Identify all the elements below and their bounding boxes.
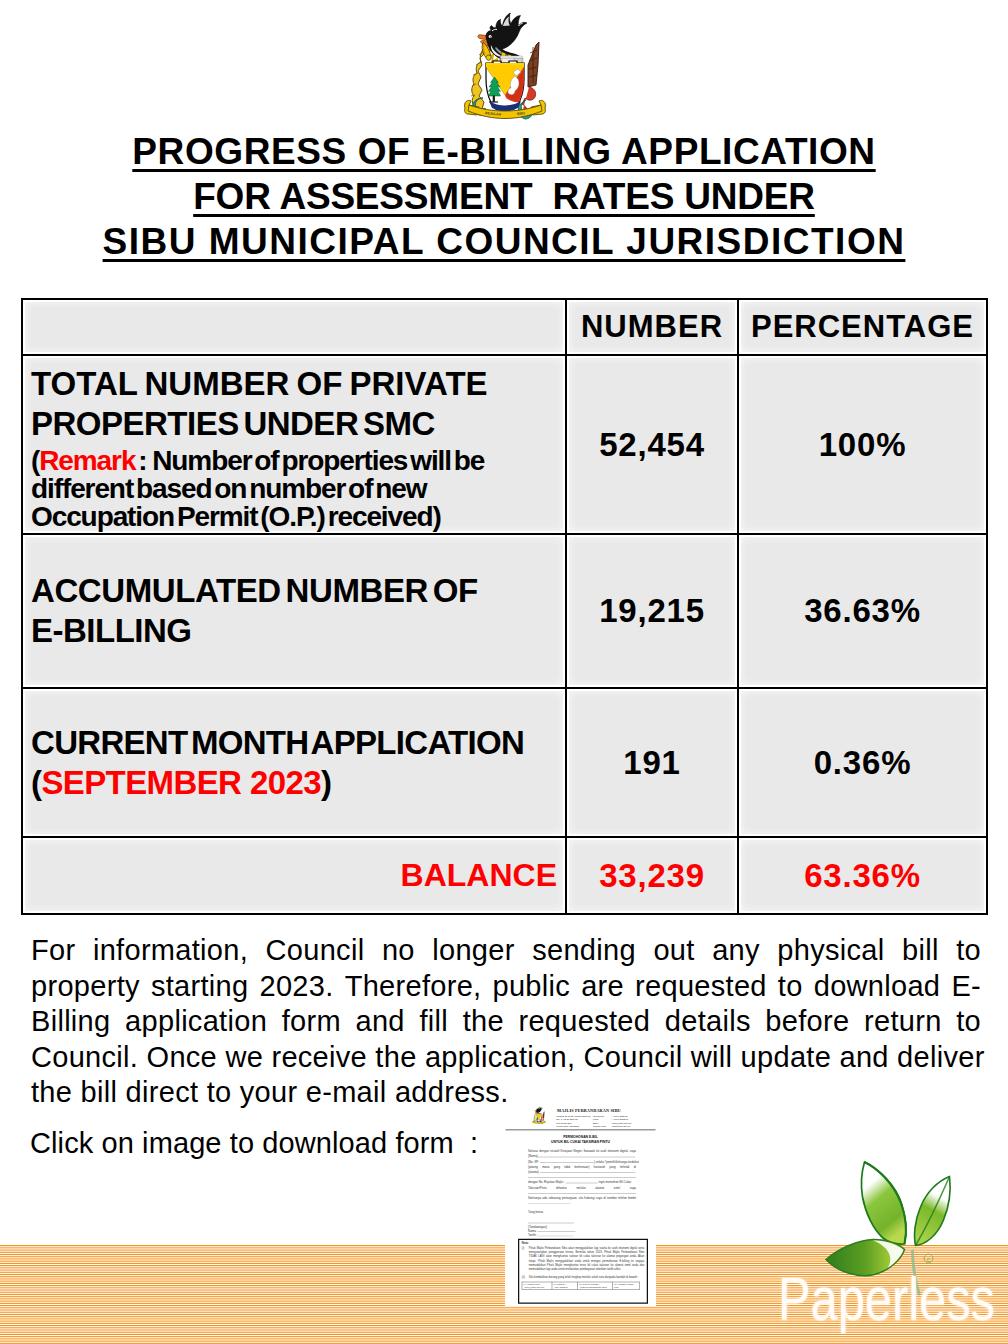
svg-text:c: c <box>927 1256 931 1263</box>
